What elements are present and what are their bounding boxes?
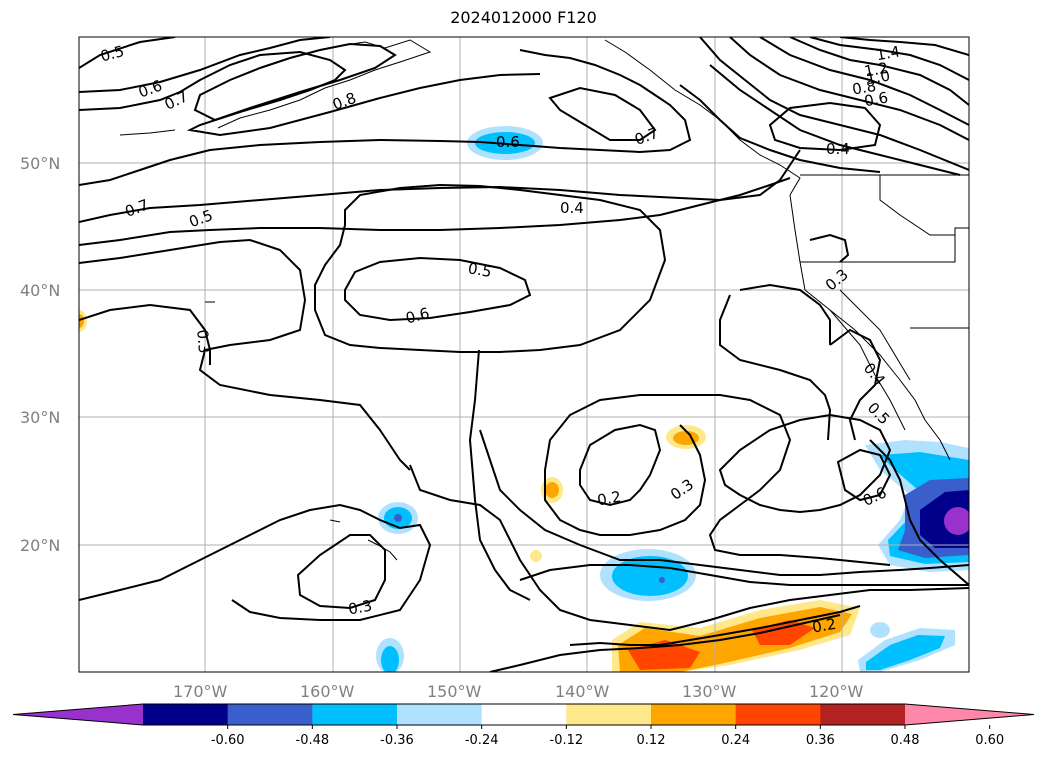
lat-label-40n: 40°N <box>20 281 60 300</box>
contour-label-1-2: 1.2 <box>863 59 890 81</box>
contour-label-0-3-d: 0.3 <box>347 597 374 619</box>
map-title: 2024012000 F120 <box>450 8 597 27</box>
contour-label-0-6-b: 0.6 <box>496 133 520 151</box>
contour-label-0-6-d: 0.6 <box>404 304 432 328</box>
contour-label-0-3-a: 0.3 <box>193 329 213 354</box>
contour-label-0-2-a: 0.2 <box>596 488 623 510</box>
shade-spot-2-core <box>545 482 559 498</box>
shading-layer <box>79 126 969 672</box>
colorbar-segment <box>651 704 737 725</box>
contour-label-0-7-a: 0.7 <box>162 87 191 113</box>
contour-label-0-5-c: 0.5 <box>467 259 494 281</box>
lat-label-20n: 20°N <box>20 536 60 555</box>
colorbar-tick-label: 0.60 <box>975 733 1004 748</box>
colorbar-tick-label: -0.48 <box>296 733 330 748</box>
lon-label-140w: 140°W <box>555 682 610 701</box>
colorbar-extend-right <box>905 704 1034 725</box>
lon-label-130w: 130°W <box>682 682 737 701</box>
contour-label-0-7-c: 0.7 <box>123 196 152 221</box>
colorbar-extend-left <box>13 704 143 725</box>
shade-blob-mexico-purple <box>944 507 969 535</box>
contours <box>79 37 969 672</box>
contour-label-0-8-b: 0.8 <box>851 77 878 99</box>
colorbar-tick-label: 0.36 <box>806 733 835 748</box>
colorbar-segment <box>481 704 567 725</box>
contour-label-0-8-a: 0.8 <box>330 89 359 114</box>
contour-label-0-4-a: 0.4 <box>826 140 850 158</box>
shade-spot-1-core <box>673 431 699 445</box>
colorbar-tick-label: 0.12 <box>637 733 666 748</box>
shade-blob-mid-dot <box>659 577 665 583</box>
contour-label-0-3-c: 0.3 <box>667 475 697 503</box>
lon-label-150w: 150°W <box>427 682 482 701</box>
latitude-labels: 50°N 40°N 30°N 20°N <box>20 154 60 555</box>
shade-spot-3 <box>530 550 542 562</box>
map-panel <box>79 37 969 672</box>
map-frame <box>78 36 970 673</box>
contour-label-0-7-b: 0.7 <box>632 124 661 149</box>
contour-label-0-5-b: 0.5 <box>187 206 216 231</box>
lon-label-120w: 120°W <box>809 682 864 701</box>
colorbar-tick-label: -0.36 <box>380 733 414 748</box>
colorbar: -0.60 -0.48 -0.36 -0.24 -0.12 0.12 0.24 0.36 0.4… <box>12 703 1035 748</box>
colorbar-outline <box>12 703 1035 726</box>
shade-blob-right-edge <box>870 622 890 638</box>
contour-label-1-0: 1.0 <box>865 66 892 88</box>
colorbar-segment <box>227 704 313 725</box>
contour-label-0-4-b: 0.4 <box>560 199 584 217</box>
contour-label-0-6-c: 0.6 <box>863 88 890 110</box>
colorbar-segment <box>312 704 398 725</box>
colorbar-segment <box>397 704 483 725</box>
colorbar-tick-label: 0.24 <box>721 733 750 748</box>
colorbar-segment <box>735 704 821 725</box>
shade-blob-hawaii-dot <box>394 514 402 522</box>
lat-label-30n: 30°N <box>20 408 60 427</box>
contour-label-0-5-a: 0.5 <box>98 42 126 66</box>
shade-blob-bottom-right-core <box>866 635 945 670</box>
lon-label-170w: 170°W <box>173 682 228 701</box>
colorbar-tick-label: -0.12 <box>550 733 584 748</box>
lon-label-160w: 160°W <box>300 682 355 701</box>
colorbar-tick-label: -0.60 <box>211 733 245 748</box>
longitude-labels: 170°W 160°W 150°W 140°W 130°W 120°W <box>173 682 864 701</box>
colorbar-tick-label: 0.48 <box>891 733 920 748</box>
contour-label-0-4-c: 0.4 <box>860 359 889 389</box>
shade-blob-bottom-left-core <box>381 646 399 672</box>
contour-labels: 0.5 0.6 0.7 0.8 0.6 0.7 1.4 1.2 1.0 0.8 … <box>98 42 901 637</box>
contour-label-0-6-e: 0.6 <box>860 483 889 509</box>
colorbar-segment <box>820 704 906 725</box>
shade-spot-4-core <box>79 314 84 328</box>
contour-label-1-4: 1.4 <box>875 42 902 64</box>
colorbar-tick-label: -0.24 <box>465 733 499 748</box>
contour-label-0-2-b: 0.2 <box>811 615 838 637</box>
colorbar-segment <box>143 704 229 725</box>
lat-label-50n: 50°N <box>20 154 60 173</box>
colorbar-segment <box>566 704 652 725</box>
contour-label-0-6-a: 0.6 <box>136 76 165 101</box>
